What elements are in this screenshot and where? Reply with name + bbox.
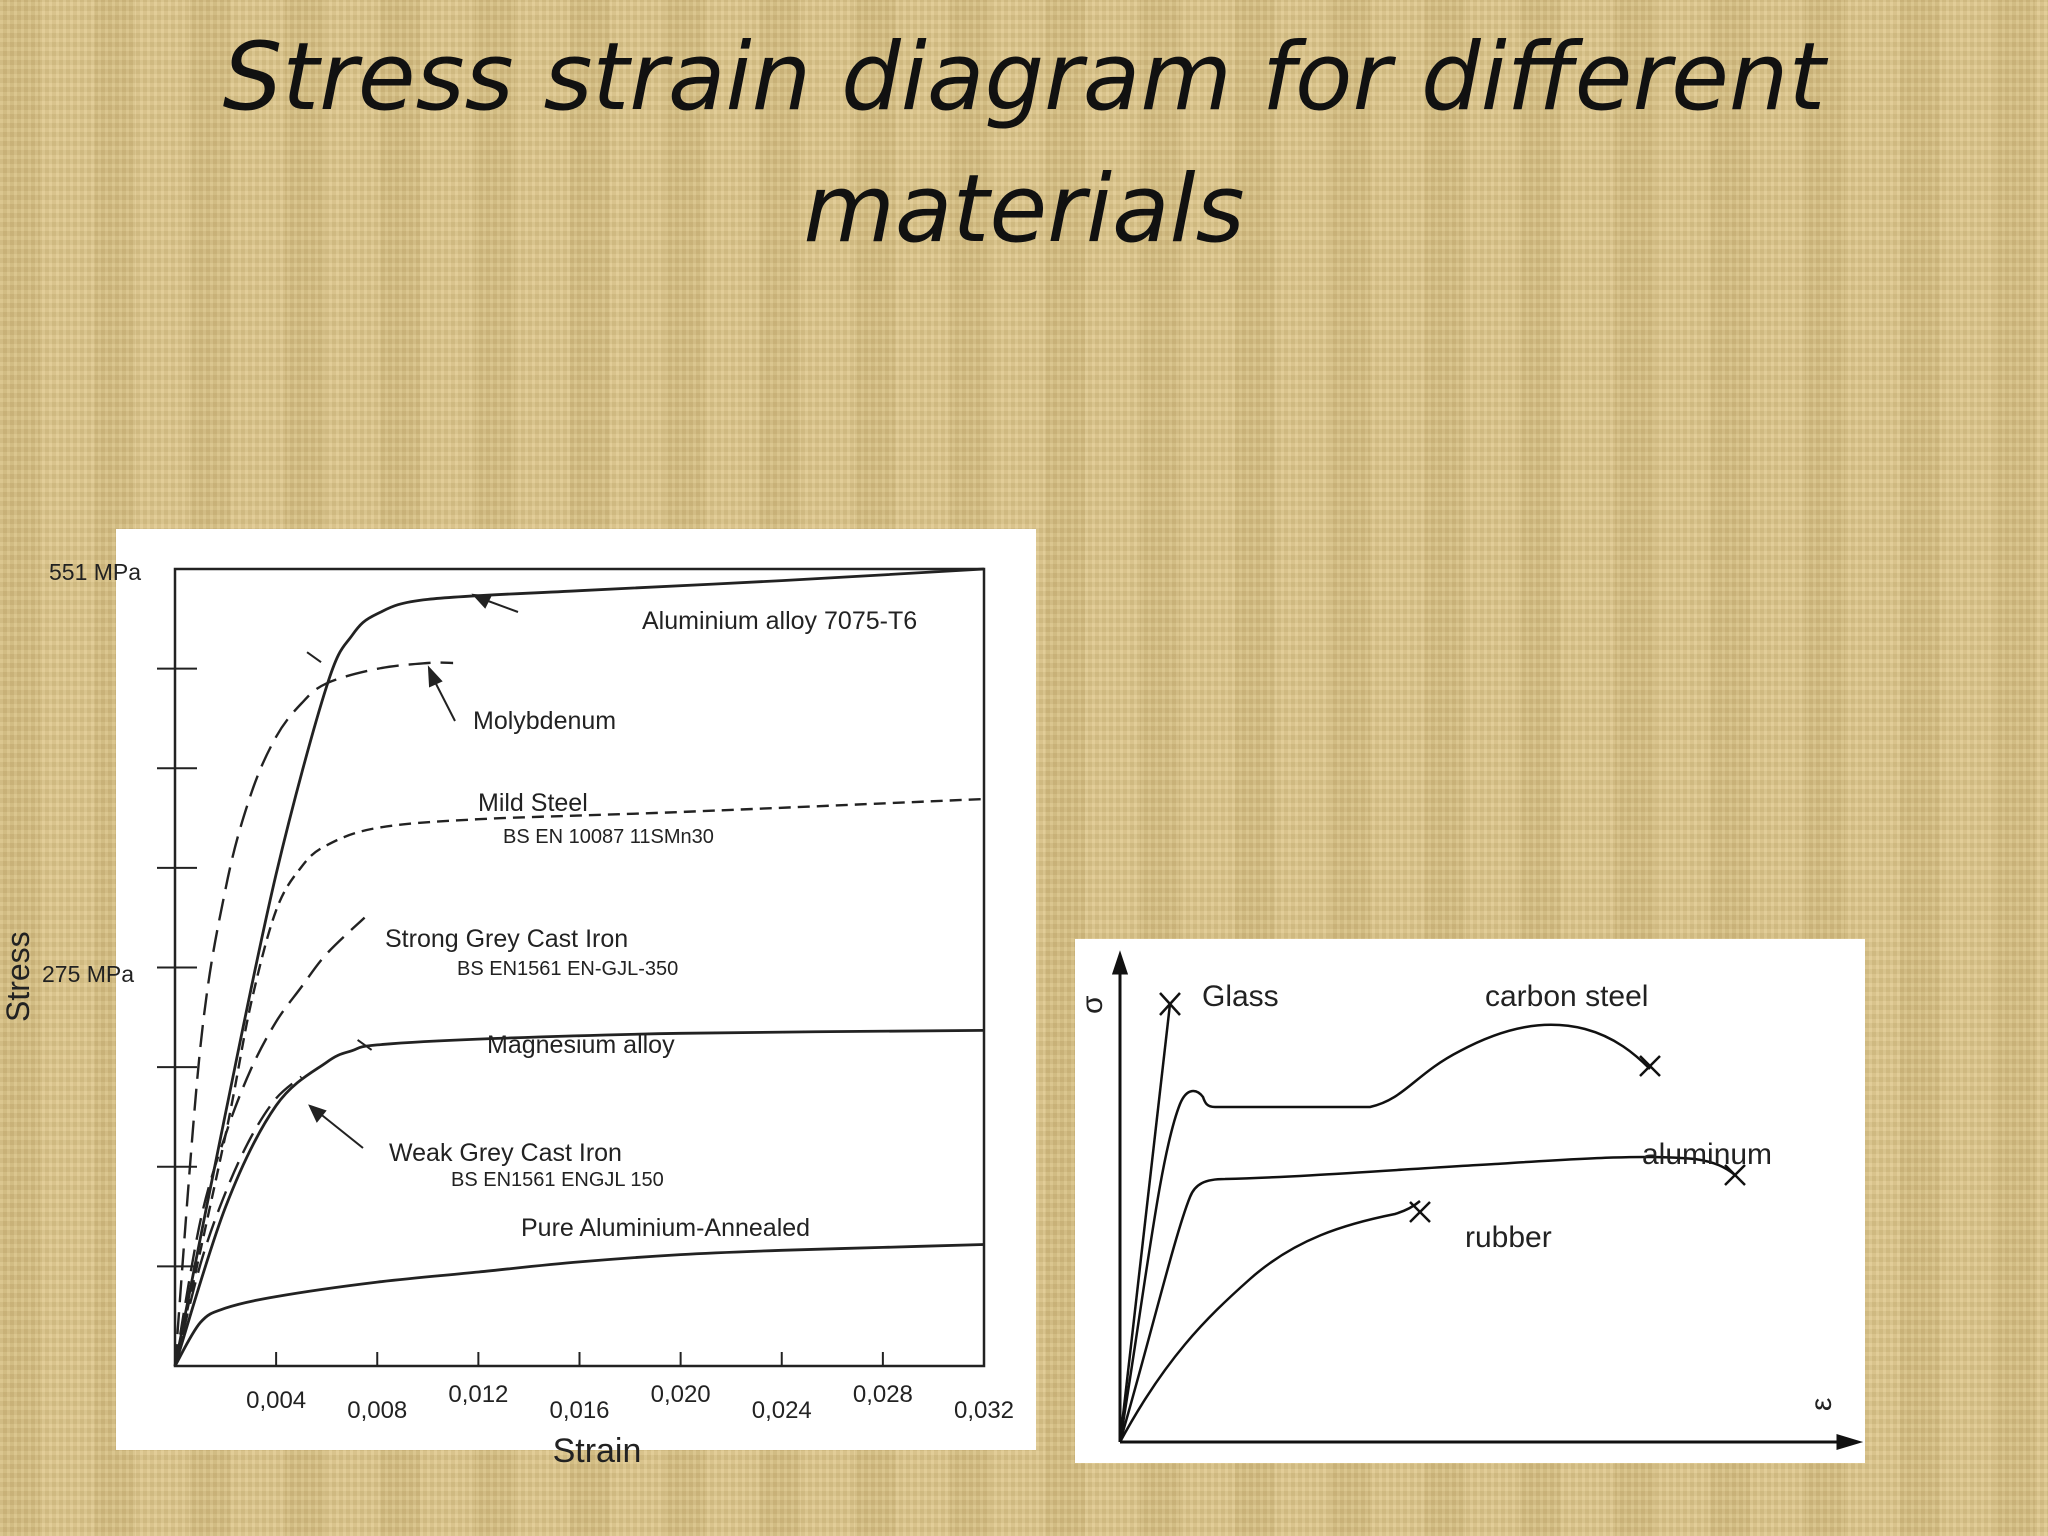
carbon-steel-failure-x-icon: [1639, 1055, 1661, 1077]
x-tick-label: 0,024: [752, 1397, 812, 1424]
failure-marks: [1159, 992, 1746, 1223]
label-strong-ci: Strong Grey Cast Iron: [385, 925, 628, 953]
x-tick-label: 0,016: [549, 1397, 609, 1424]
curve-labels: Aluminium alloy 7075-T6 Molybdenum Mild …: [385, 607, 917, 1242]
y-axis-arrow: [1111, 950, 1129, 975]
slide-title: Stress strain diagram for different mate…: [0, 12, 2048, 276]
x-tick-label: 0,020: [651, 1381, 711, 1408]
rubber-failure-x-icon: [1409, 1201, 1431, 1223]
label-molybdenum: Molybdenum: [473, 707, 616, 735]
series-aluminium-alloy-7075-t6: [173, 567, 985, 1367]
label-weak-ci: Weak Grey Cast Iron: [389, 1139, 622, 1167]
label-al7075: Aluminium alloy 7075-T6: [642, 607, 917, 635]
moly-arrow: [427, 665, 456, 722]
x-tick-label: 0,028: [853, 1381, 913, 1408]
label-mild-steel: Mild Steel: [478, 789, 588, 817]
stress-strain-chart-materials: Aluminium alloy 7075-T6 Molybdenum Mild …: [116, 529, 1036, 1450]
curve-glass: [1118, 1003, 1172, 1443]
curve-layer: [173, 567, 985, 1367]
stress-strain-chart-svg: Aluminium alloy 7075-T6 Molybdenum Mild …: [157, 567, 1014, 1424]
stress-strain-sketch-svg: σ ε Glass carbon steel aluminum rubber: [1076, 950, 1864, 1451]
label-mild-steel-sub: BS EN 10087 11SMn30: [503, 826, 714, 848]
aluminum-failure-x-icon: [1724, 1164, 1746, 1186]
sketch-labels: σ ε Glass carbon steel aluminum rubber: [1076, 980, 1838, 1411]
label-aluminum: aluminum: [1642, 1138, 1772, 1171]
x-tick-labels: 0,004 0,008 0,012 0,016 0,020 0,024 0,028 0,032: [246, 1381, 1014, 1424]
label-magnesium: Magnesium alloy: [487, 1031, 675, 1059]
yield-mark: [357, 1039, 373, 1051]
title-line-1: Stress strain diagram for different: [222, 23, 1826, 132]
x-axis-label-epsilon: ε: [1805, 1398, 1838, 1411]
weak-ci-arrow: [308, 1104, 364, 1149]
x-tick-label: 0,012: [448, 1381, 508, 1408]
stress-strain-sketch-chart: σ ε Glass carbon steel aluminum rubber: [1075, 939, 1865, 1463]
label-carbon-steel: carbon steel: [1485, 980, 1648, 1013]
label-weak-ci-sub: BS EN1561 ENGJL 150: [451, 1169, 664, 1191]
label-glass: Glass: [1202, 980, 1279, 1013]
series-molybdenum: [173, 661, 454, 1367]
series-magnesium-alloy: [173, 1029, 985, 1367]
axis-ticks: [157, 667, 985, 1366]
label-pure-al: Pure Aluminium-Annealed: [521, 1214, 810, 1242]
axes: [1111, 950, 1864, 1451]
glass-failure-x-icon: [1159, 992, 1181, 1016]
y-axis-label-sigma: σ: [1076, 995, 1109, 1014]
curve-rubber: [1118, 1200, 1421, 1443]
al7075-arrow: [471, 593, 519, 613]
series-strong-grey-cast-iron: [173, 916, 366, 1367]
curve-carbon-steel: [1118, 1023, 1651, 1443]
y-axis-label-stress: Stress: [0, 931, 36, 1022]
x-tick-label: 0,004: [246, 1387, 306, 1414]
x-tick-label: 0,032: [954, 1397, 1014, 1424]
label-strong-ci-sub: BS EN1561 EN-GJL-350: [457, 958, 678, 980]
series-pure-aluminium-annealed: [173, 1243, 985, 1367]
yield-mark: [306, 651, 322, 664]
x-tick-label: 0,008: [347, 1397, 407, 1424]
material-curves: [1118, 1003, 1736, 1443]
annotation-layer: [308, 593, 519, 1149]
series-weak-grey-cast-iron: [173, 1075, 303, 1367]
title-line-2: materials: [803, 155, 1245, 264]
x-axis-arrow: [1836, 1433, 1864, 1451]
label-rubber: rubber: [1465, 1221, 1552, 1254]
curve-aluminum: [1118, 1155, 1736, 1443]
